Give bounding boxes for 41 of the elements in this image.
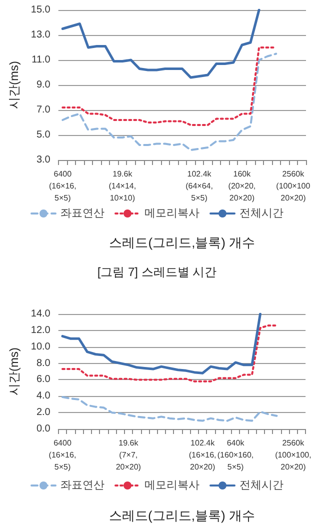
- line-series: [61, 8, 260, 79]
- x-tick-label: 19.6k (14×14, 10×10): [108, 170, 136, 202]
- x-tick-label: 102.4k (16×16, 20×20): [188, 438, 216, 472]
- x-tick-label: 2560k (100×100, 20×20): [275, 438, 312, 472]
- x-tick-label: 19.6k (7×7, 20×20): [116, 438, 142, 472]
- legend-label: 좌표연산: [60, 480, 104, 492]
- y-tick-label: 13.0: [30, 30, 51, 40]
- legend-label: 좌표연산: [60, 208, 104, 220]
- line-series: [61, 324, 278, 382]
- x-tick-label: 6400 (16×16, 5×5): [48, 170, 76, 202]
- y-tick-label: 11.0: [32, 54, 51, 66]
- x-axis-title: 스레드(그리드,블록) 개수: [109, 235, 256, 250]
- y-tick-label: 2.0: [36, 407, 51, 418]
- y-tick-label: 15.0: [30, 4, 51, 16]
- x-tick-label: 102.4k (64×64, 5×5): [186, 170, 213, 202]
- line-series: [61, 396, 278, 422]
- y-tick-label: 7.0: [36, 104, 51, 116]
- line-series: [61, 312, 262, 374]
- y-tick-label: 10.0: [30, 341, 51, 352]
- x-axis-title: 스레드(그리드,블록) 개수: [109, 508, 255, 523]
- x-tick-label: 2560k (100×100 20×20): [276, 170, 311, 202]
- x-tick-label: 160k (20×20, 20×20): [228, 170, 256, 202]
- y-axis-title: 시간(ms): [7, 348, 21, 396]
- line-series: [62, 52, 278, 151]
- legend-label: 전체시간: [240, 480, 284, 492]
- y-tick-label: 14.0: [30, 308, 51, 320]
- y-tick-label: 4.0: [36, 390, 51, 402]
- x-tick-label: 6400 (16×16, 5×5): [48, 438, 76, 472]
- y-axis-title: 시간(ms): [7, 61, 21, 109]
- legend-label: 메모리복사: [144, 480, 200, 492]
- y-tick-label: 12.0: [30, 324, 51, 336]
- x-tick-label: 640k (160×160, 5×5): [217, 438, 254, 472]
- y-tick-label: 3.0: [36, 154, 51, 166]
- y-tick-label: 5.0: [36, 130, 51, 140]
- y-tick-label: 9.0: [36, 80, 51, 90]
- y-tick-label: 6.0: [36, 374, 51, 386]
- legend-label: 메모리복사: [144, 208, 200, 220]
- legend-label: 전체시간: [240, 208, 284, 220]
- y-tick-label: 0.0: [36, 424, 51, 434]
- text: [그림 7] 스레드별 시간: [97, 265, 217, 279]
- y-tick-label: 8.0: [36, 358, 51, 369]
